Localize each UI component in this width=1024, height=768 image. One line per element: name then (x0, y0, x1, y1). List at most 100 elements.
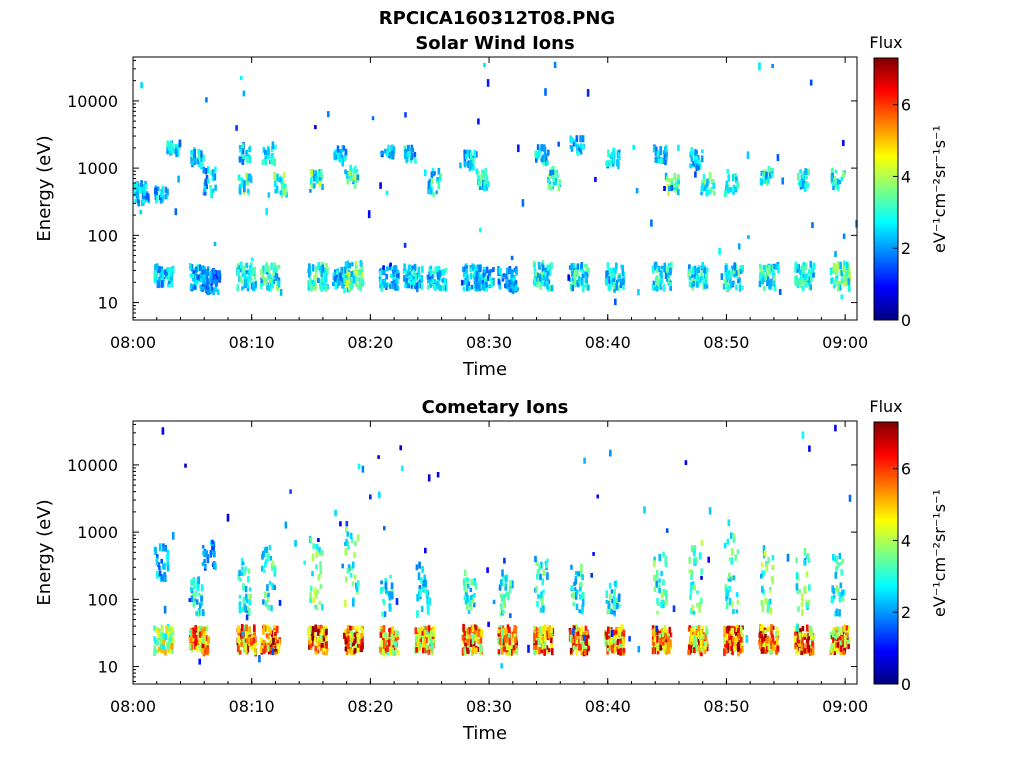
heatmap-cell (769, 650, 772, 655)
heatmap-cell (174, 143, 177, 149)
heatmap-cell (344, 548, 348, 556)
heatmap-cell (739, 636, 743, 643)
heatmap-cell (470, 284, 474, 290)
heatmap-cell (617, 594, 621, 603)
heatmap-cell (354, 265, 358, 272)
heatmap-cell (320, 647, 323, 651)
heatmap-cell (701, 638, 704, 645)
heatmap-cell (605, 161, 608, 166)
heatmap-cell (246, 276, 249, 282)
heatmap-cell (606, 262, 610, 269)
heatmap-cell (544, 267, 548, 273)
heatmap-cell (536, 272, 540, 278)
heatmap-cell (515, 648, 519, 655)
heatmap-cell (761, 631, 764, 636)
heatmap-cell (321, 642, 324, 648)
heatmap-cell (551, 172, 554, 179)
heatmap-cell (834, 185, 838, 189)
heatmap-cell (803, 170, 806, 179)
heatmap-cell (733, 272, 736, 278)
heatmap-cell (570, 593, 574, 598)
heatmap-cell (693, 631, 696, 638)
heatmap-cell (837, 626, 840, 635)
heatmap-cell (575, 603, 579, 610)
heatmap-cell (244, 279, 247, 286)
heatmap-cell (614, 581, 617, 587)
heatmap-cell (432, 632, 436, 639)
heatmap-cell (736, 599, 740, 605)
heatmap-cell (154, 550, 157, 556)
heatmap-cell (270, 605, 273, 612)
heatmap-cell (512, 645, 516, 651)
heatmap-cell (652, 647, 655, 653)
heatmap-cell (612, 150, 615, 155)
heatmap-cell (540, 639, 543, 644)
heatmap-cell (760, 600, 764, 606)
heatmap-cell (189, 628, 192, 636)
heatmap-cell (198, 607, 201, 616)
heatmap-cell (724, 191, 727, 197)
heatmap-cell (614, 298, 617, 306)
heatmap-cell (171, 267, 175, 273)
heatmap-cell (551, 648, 554, 656)
heatmap-cell (156, 186, 160, 192)
heatmap-cell (153, 546, 157, 552)
heatmap-cell (804, 184, 807, 192)
heatmap-cell (198, 161, 201, 167)
x-tick-label: 08:10 (229, 333, 275, 352)
heatmap-cell (321, 285, 325, 290)
heatmap-cell (700, 276, 704, 281)
heatmap-cell (250, 645, 253, 651)
colorbar-label: eV⁻¹cm⁻²sr⁻¹s⁻¹ (930, 489, 949, 617)
heatmap-cell (765, 564, 769, 572)
heatmap-cell (767, 176, 770, 184)
heatmap-cell (514, 626, 518, 633)
heatmap-cell (439, 173, 443, 177)
heatmap-cell (275, 272, 278, 277)
heatmap-cell (277, 280, 281, 288)
heatmap-cell (799, 179, 802, 188)
heatmap-cell (803, 587, 806, 594)
heatmap-cell (204, 178, 207, 187)
heatmap-cell (312, 183, 316, 189)
heatmap-cell (415, 635, 418, 643)
heatmap-cell (252, 637, 255, 646)
heatmap-cell (572, 628, 575, 635)
heatmap-cell (703, 184, 706, 189)
heatmap-cell (690, 151, 693, 156)
heatmap-cell (766, 637, 769, 644)
heatmap-cell (724, 272, 727, 277)
heatmap-cell (543, 642, 547, 649)
heatmap-cell (766, 278, 769, 287)
heatmap-cell (701, 179, 704, 185)
heatmap-cell (664, 599, 668, 606)
heatmap-cell (545, 563, 548, 569)
heatmap-cell (697, 267, 700, 274)
heatmap-cell (466, 647, 469, 654)
heatmap-cell (667, 636, 670, 643)
heatmap-cell (390, 150, 393, 155)
heatmap-cell (635, 187, 639, 194)
heatmap-cell (482, 269, 486, 277)
heatmap-cell (732, 280, 735, 285)
heatmap-cell (832, 594, 836, 599)
heatmap-cell (465, 633, 468, 640)
heatmap-cell (399, 445, 402, 451)
heatmap-cell (463, 160, 467, 168)
heatmap-cell (726, 168, 729, 174)
heatmap-cell (761, 172, 765, 177)
heatmap-cell (460, 279, 464, 286)
heatmap-cell (669, 281, 672, 287)
heatmap-cell (611, 598, 614, 604)
heatmap-cell (264, 591, 267, 598)
heatmap-cell (511, 280, 515, 288)
heatmap-cell (167, 142, 171, 151)
heatmap-cell (379, 631, 383, 638)
heatmap-cell (619, 638, 622, 646)
heatmap-cell (313, 283, 317, 290)
colorbar-tick-label: 0 (901, 675, 911, 694)
heatmap-cell (477, 118, 480, 125)
heatmap-cell (687, 649, 690, 656)
heatmap-cell (621, 649, 624, 656)
heatmap-cell (481, 283, 485, 291)
